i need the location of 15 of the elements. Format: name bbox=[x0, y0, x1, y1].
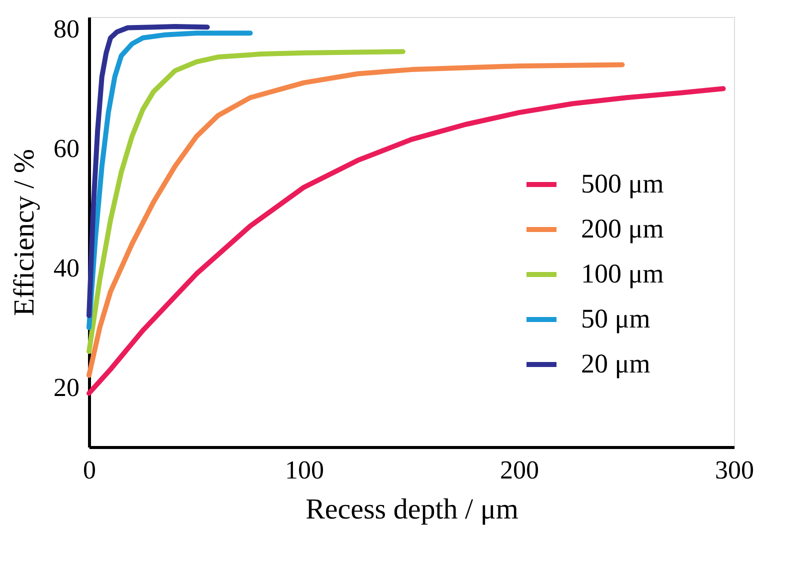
legend-label: 100 μm bbox=[581, 258, 664, 288]
x-axis-title: Recess depth / μm bbox=[306, 494, 519, 526]
x-tick-label: 0 bbox=[83, 456, 96, 484]
y-axis-title: Efficiency / % bbox=[8, 149, 40, 316]
y-tick-label: 40 bbox=[54, 253, 80, 282]
x-tick-label: 100 bbox=[285, 456, 324, 484]
y-tick-label: 20 bbox=[54, 372, 80, 402]
legend-label: 200 μm bbox=[581, 214, 664, 244]
legend-label: 500 μm bbox=[581, 168, 664, 198]
x-tick-label: 200 bbox=[500, 456, 539, 484]
legend-label: 20 μm bbox=[581, 348, 650, 378]
y-tick-label: 60 bbox=[54, 134, 80, 163]
legend-label: 50 μm bbox=[581, 304, 650, 334]
x-tick-label: 300 bbox=[715, 456, 754, 484]
y-tick-label: 80 bbox=[54, 14, 80, 44]
